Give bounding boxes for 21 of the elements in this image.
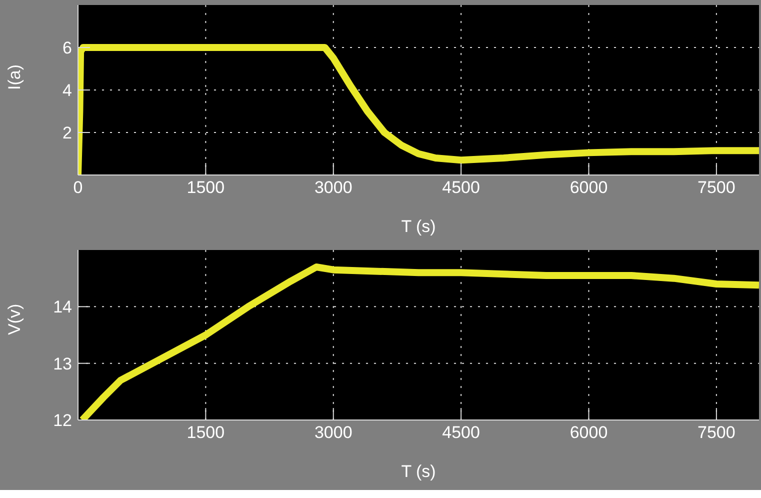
x-tick-label: 7500 [698, 423, 736, 442]
y-tick-label: 2 [62, 124, 72, 143]
y-tick-label: 14 [53, 298, 72, 317]
x-axis-title: T (s) [401, 217, 436, 236]
x-tick-label: 4500 [442, 423, 480, 442]
y-axis-title: I(a) [5, 64, 24, 90]
y-tick-label: 6 [62, 38, 72, 58]
y-tick-label: 13 [53, 354, 72, 374]
x-tick-label: 4500 [442, 178, 480, 198]
y-axis-title: V(v) [5, 304, 24, 335]
x-tick-label: 7500 [698, 178, 736, 198]
x-tick-label: 3000 [314, 178, 352, 198]
x-tick-label: 1500 [186, 178, 225, 198]
x-tick-label: 3000 [314, 423, 352, 442]
x-tick-label: 6000 [570, 178, 608, 198]
x-axis-title: T (s) [401, 462, 436, 481]
x-tick-label: 6000 [570, 423, 608, 442]
x-tick-label: 1500 [186, 423, 225, 442]
y-tick-label: 12 [53, 411, 72, 430]
x-tick-label: 0 [73, 178, 83, 198]
y-tick-label: 4 [62, 81, 72, 100]
